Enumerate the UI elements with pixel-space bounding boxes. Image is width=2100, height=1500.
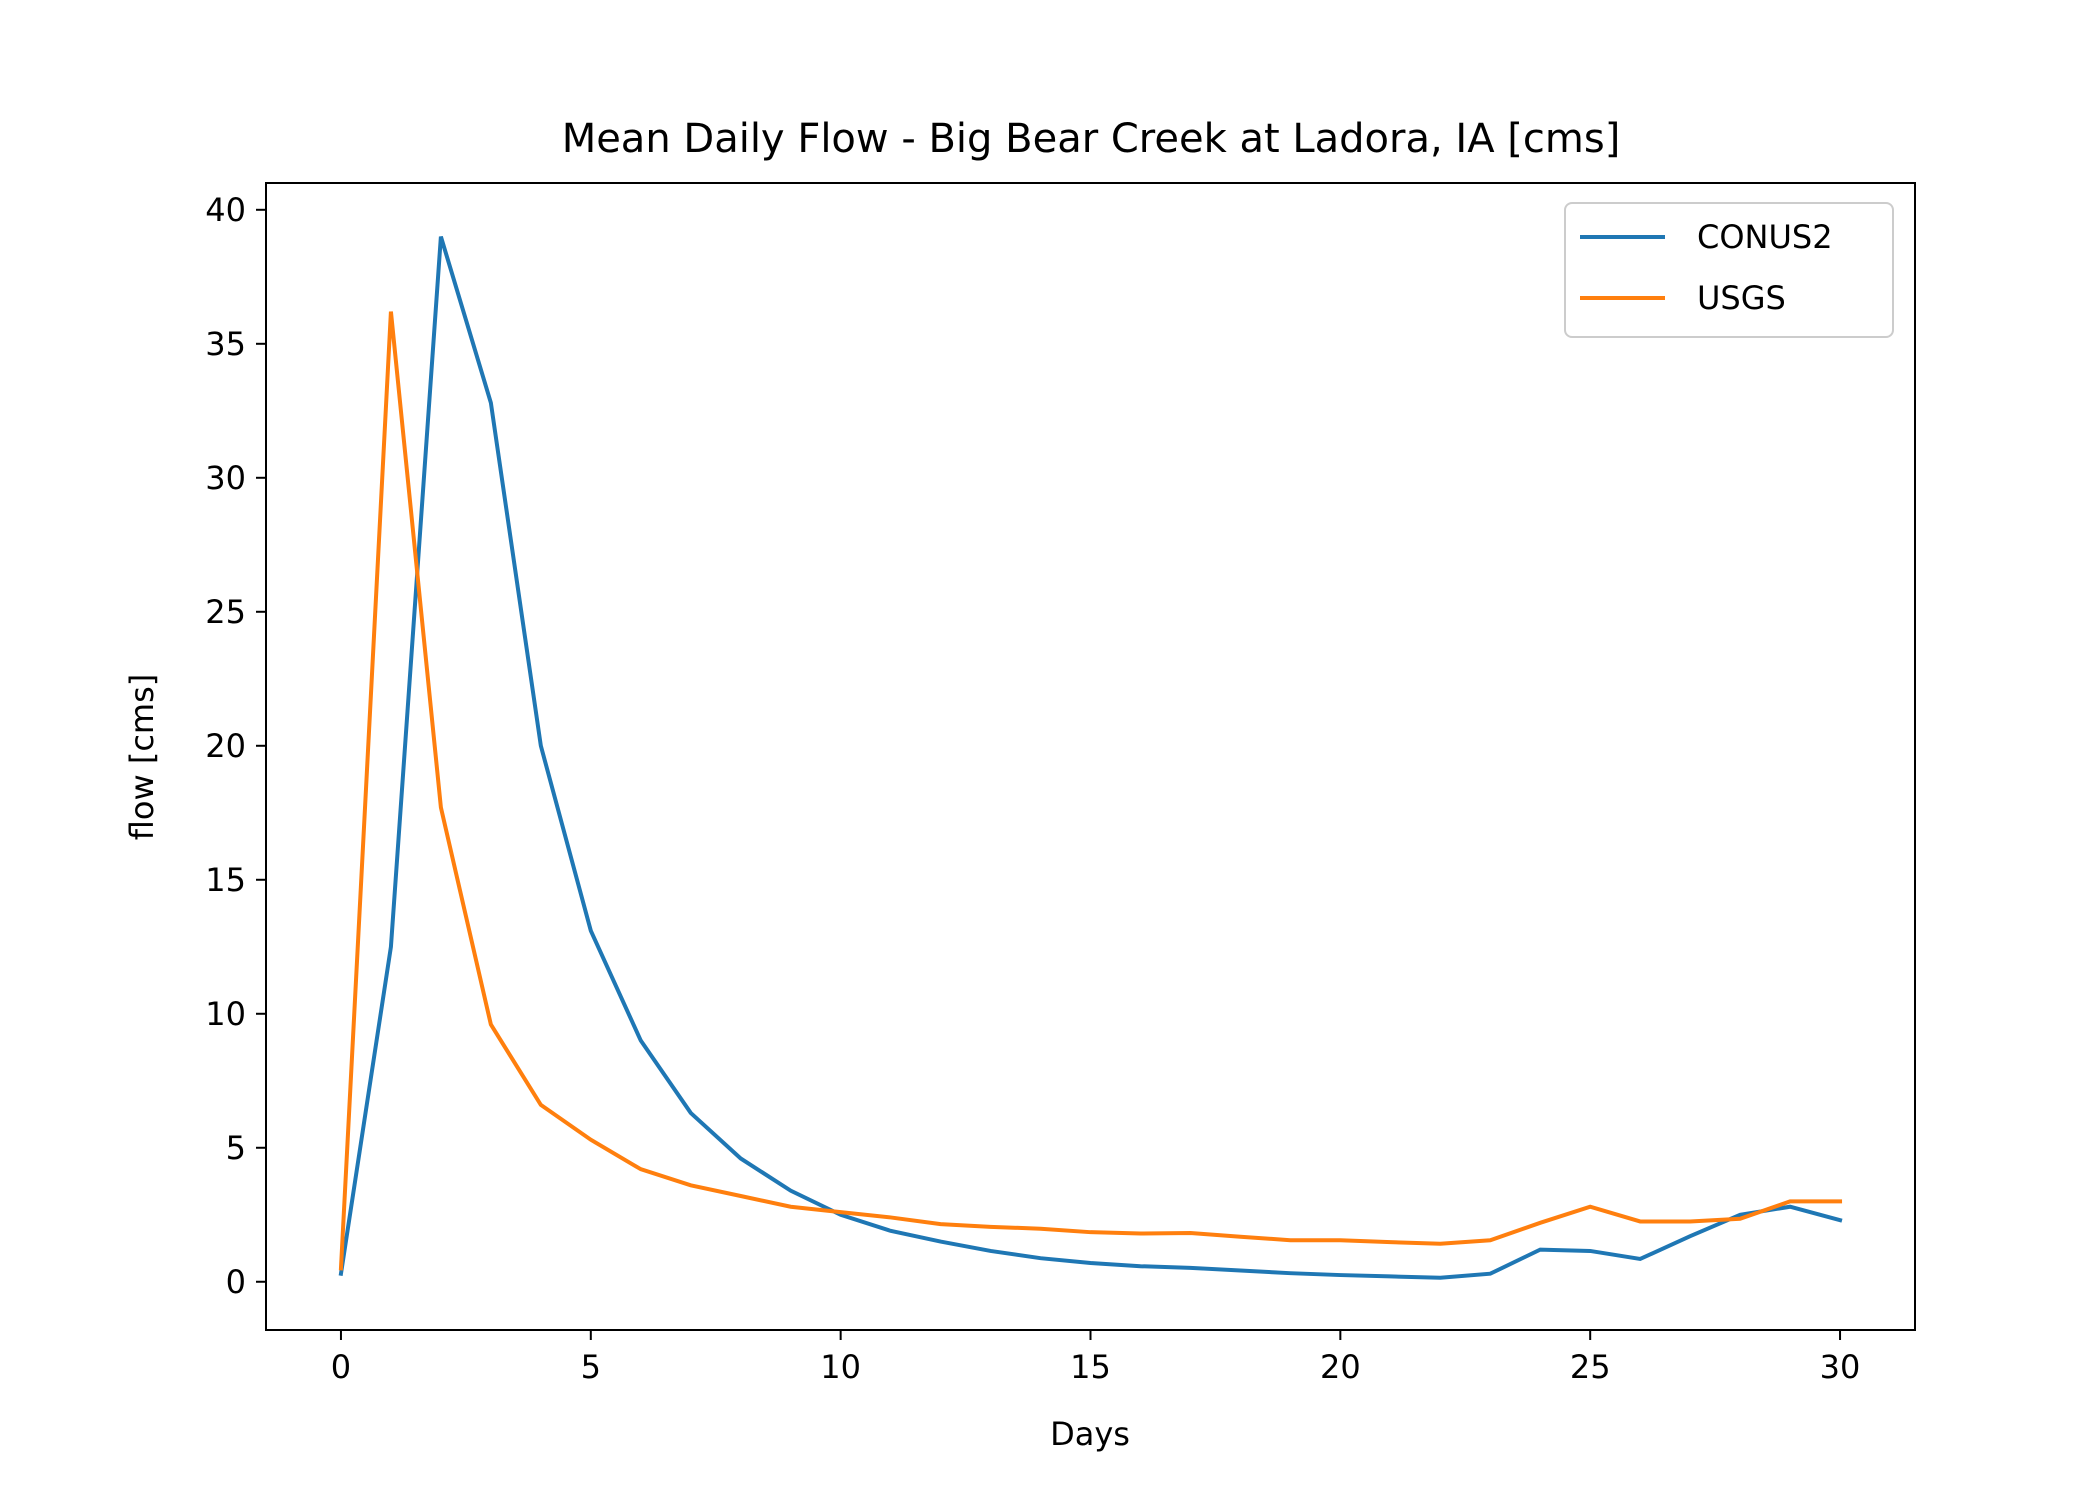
legend: CONUS2 USGS xyxy=(1564,202,1894,338)
x-tick-label: 5 xyxy=(581,1348,601,1386)
y-tick-label: 10 xyxy=(205,995,246,1033)
y-tick-label: 40 xyxy=(205,191,246,229)
series-layer xyxy=(338,236,1843,1280)
y-tick-label: 20 xyxy=(205,727,246,765)
y-axis: 0 5 10 15 20 25 30 35 40 xyxy=(205,191,266,1301)
y-tick-label: 25 xyxy=(205,593,246,631)
legend-label-conus2: CONUS2 xyxy=(1697,218,1833,256)
series-line-usgs xyxy=(338,311,1843,1271)
series-line-conus2 xyxy=(338,236,1843,1280)
x-tick-label: 10 xyxy=(820,1348,861,1386)
y-axis-label: flow [cms] xyxy=(123,674,161,840)
y-tick-label: 35 xyxy=(205,325,246,363)
y-tick-label: 5 xyxy=(226,1129,246,1167)
chart-title: Mean Daily Flow - Big Bear Creek at Lado… xyxy=(562,116,1621,162)
axes-frame xyxy=(265,182,1916,1331)
x-tick-label: 15 xyxy=(1070,1348,1111,1386)
x-tick-label: 30 xyxy=(1820,1348,1861,1386)
y-tick-label: 15 xyxy=(205,861,246,899)
x-tick-label: 0 xyxy=(331,1348,351,1386)
y-tick-label: 30 xyxy=(205,459,246,497)
x-tick-label: 20 xyxy=(1320,1348,1361,1386)
legend-label-usgs: USGS xyxy=(1697,279,1786,317)
x-axis-label: Days xyxy=(1050,1415,1130,1453)
x-axis: 0 5 10 15 20 25 30 xyxy=(331,1330,1861,1386)
x-tick-label: 25 xyxy=(1570,1348,1611,1386)
y-tick-label: 0 xyxy=(226,1263,246,1301)
